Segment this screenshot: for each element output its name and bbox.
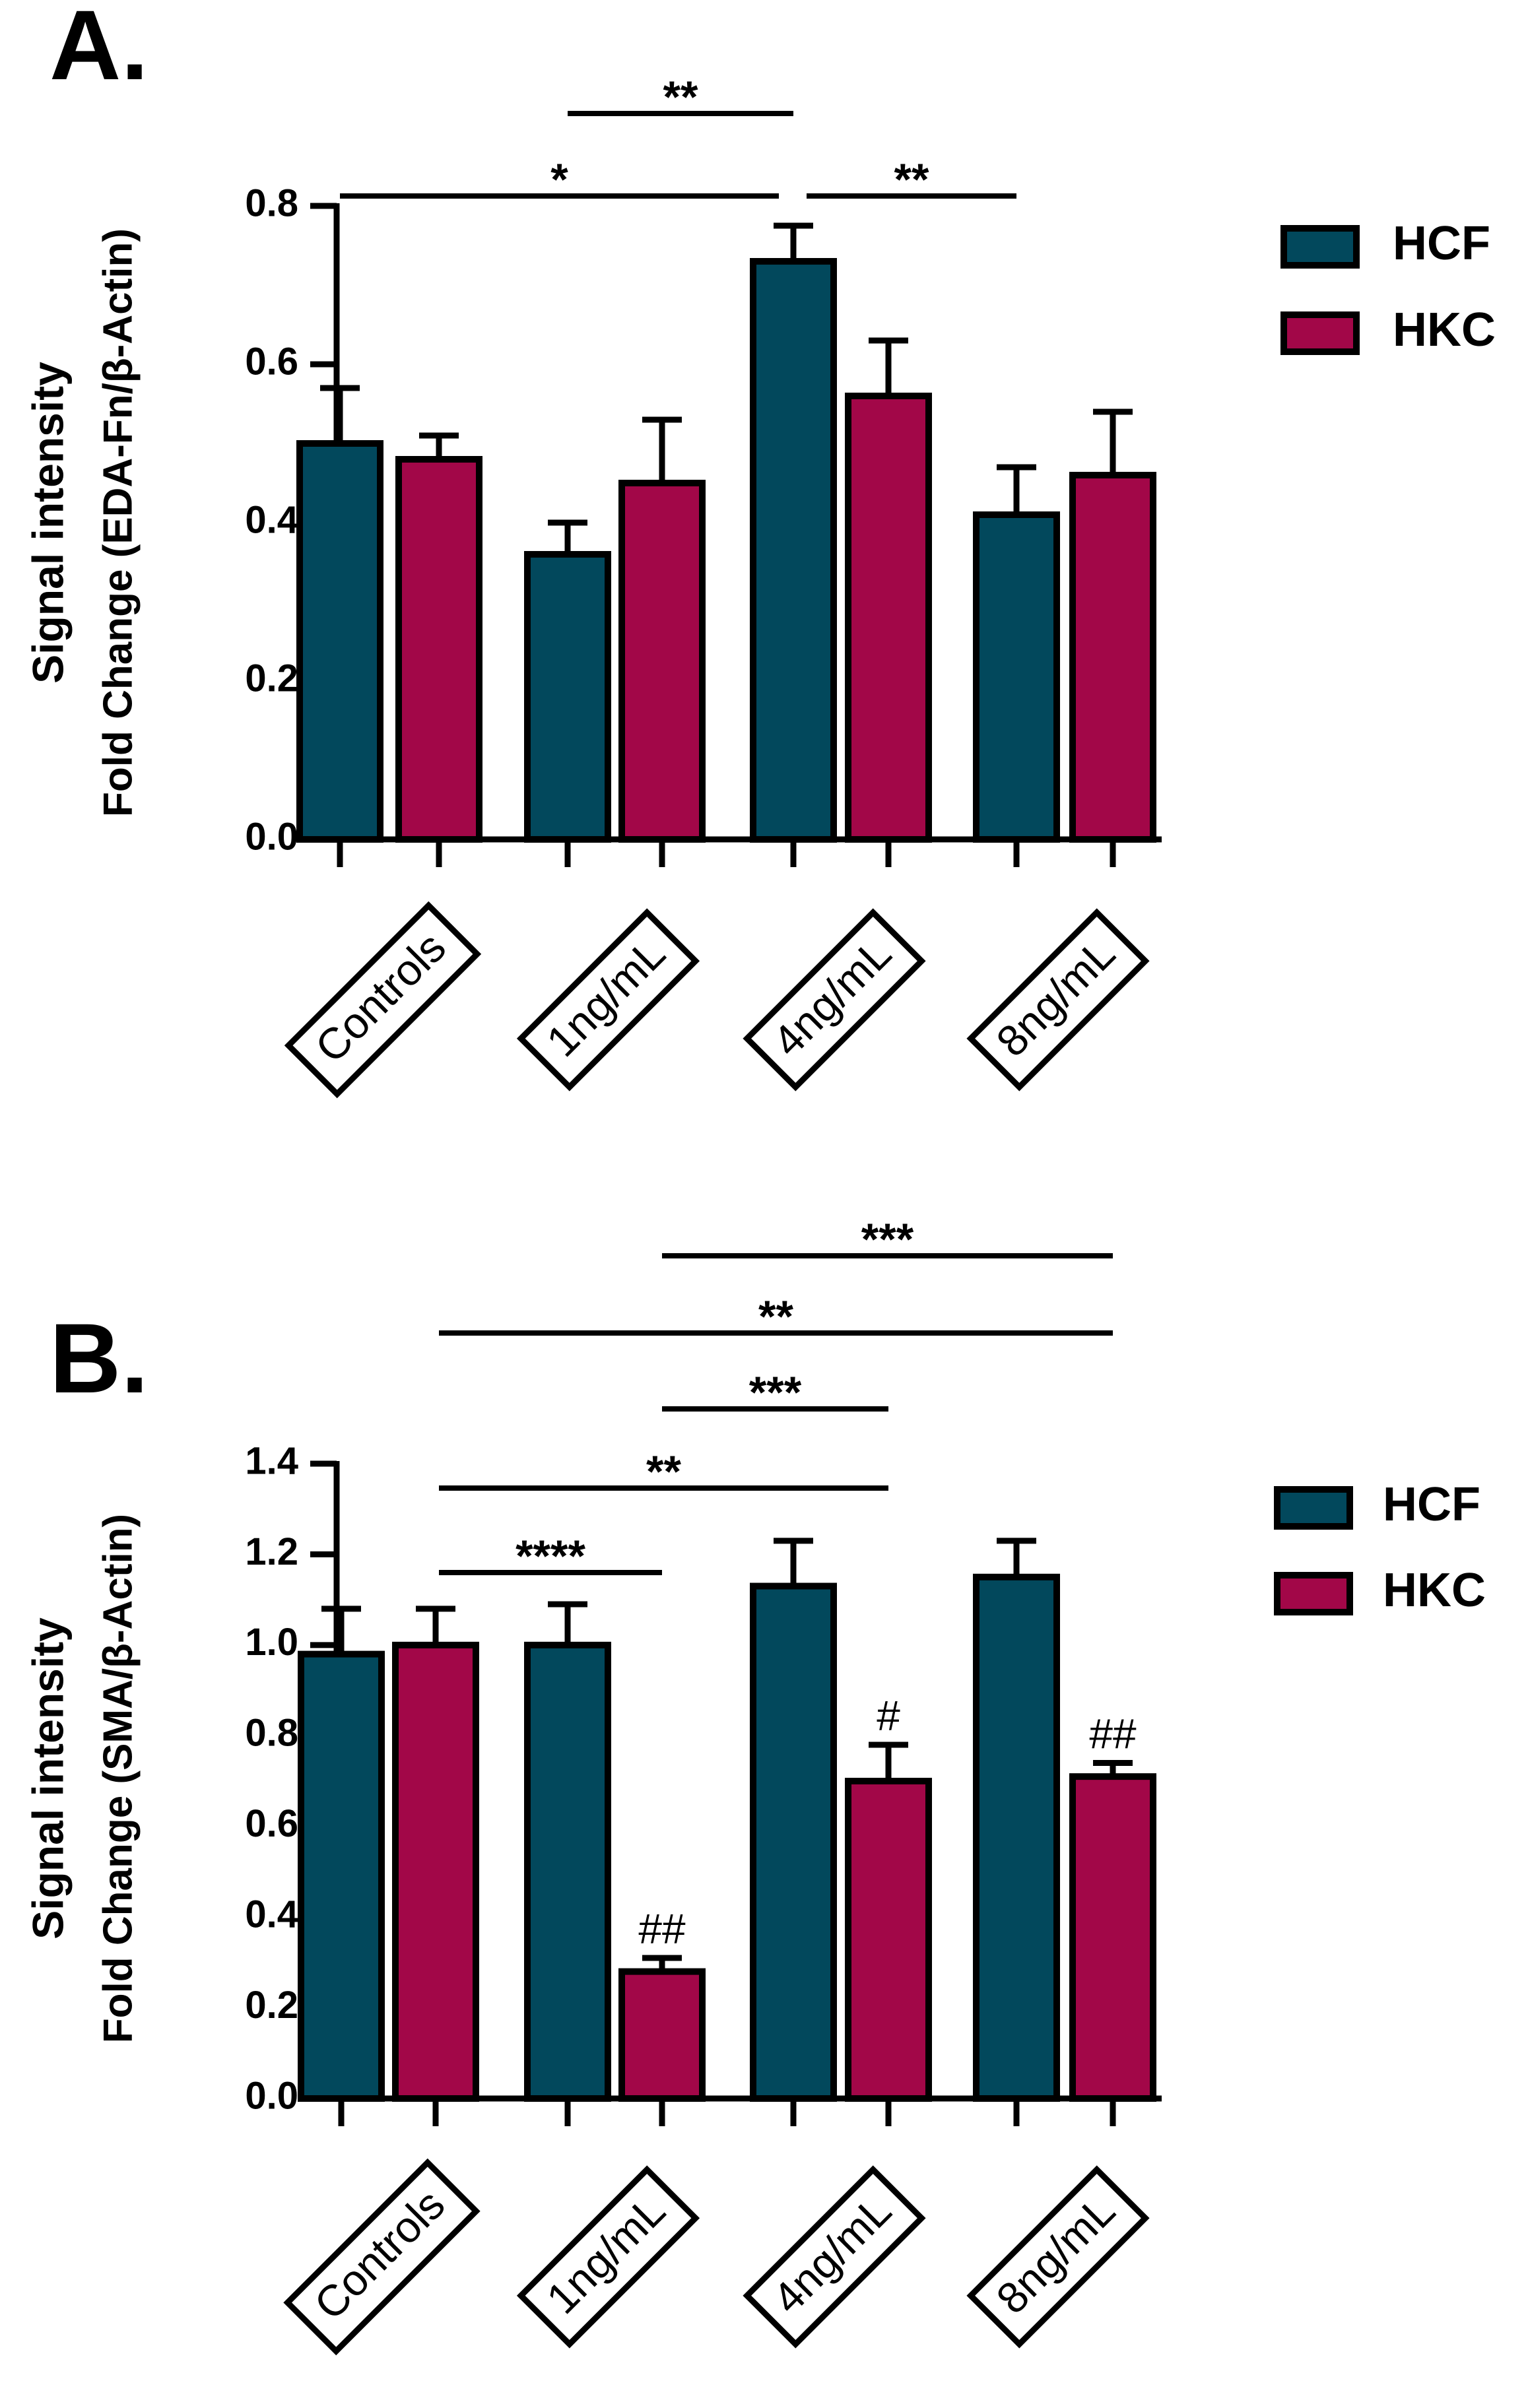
x-category-label: 4ng/mL — [763, 928, 900, 1066]
bar-hcf — [298, 1650, 385, 2102]
comparison-label: *** — [861, 1214, 914, 1264]
legend-label-hcf: HCF — [1393, 217, 1490, 270]
y-tick-label: 0.8 — [245, 1712, 298, 1755]
x-category-label: 8ng/mL — [987, 2186, 1124, 2323]
y-tick-label: 0.4 — [245, 1893, 298, 1936]
x-category-label: 1ng/mL — [537, 2186, 675, 2323]
bar-hcf — [750, 1582, 837, 2102]
bar-hcf — [524, 1641, 611, 2102]
x-category: Controls — [283, 2158, 481, 2356]
x-category-box — [966, 908, 1150, 1091]
y-axis-label-line1: Signal intensity — [23, 362, 72, 684]
x-category: 4ng/mL — [743, 2165, 926, 2349]
bar-hkc — [845, 1778, 932, 2102]
legend-swatch-hcf — [1280, 225, 1360, 269]
comparison-label: ** — [646, 1447, 681, 1497]
x-category-label: 4ng/mL — [763, 2186, 900, 2323]
legend-swatch-hcf — [1274, 1486, 1353, 1530]
y-tick-label: 0.2 — [245, 1984, 298, 2027]
comparison-label: *** — [749, 1367, 802, 1417]
y-tick-label: 1.4 — [245, 1439, 298, 1482]
y-axis-label-line1: Signal intensity — [23, 1617, 72, 1939]
x-category-box — [743, 908, 926, 1091]
x-category-box — [743, 2165, 926, 2349]
y-tick-label: 0.6 — [245, 340, 298, 383]
bar-hcf — [973, 511, 1060, 843]
comparison-label: ** — [758, 1291, 793, 1342]
y-tick-label: 1.0 — [245, 1621, 298, 1664]
bar-hcf — [296, 440, 383, 843]
y-tick-label: 0.6 — [245, 1802, 298, 1845]
chart-panel-b: B. Signal intensity Fold Change (SMA/β-Act… — [23, 1214, 1486, 2356]
comparison-label: **** — [515, 1531, 585, 1581]
bar-hkc — [618, 1968, 706, 2102]
comparison-label: ** — [894, 154, 929, 205]
bar-hkc — [845, 393, 932, 843]
y-axis-label-line2: Fold Change (SMA/β-Actin) — [95, 1514, 141, 2043]
y-tick-label: 0.0 — [245, 2074, 298, 2117]
bar-hcf — [750, 258, 837, 843]
x-category-box — [284, 901, 482, 1099]
x-category-box — [283, 2158, 481, 2356]
panel-label: B. — [50, 1303, 149, 1414]
x-category: 4ng/mL — [743, 908, 926, 1091]
chart-panel-a: A. Signal intensity Fold Change (EDA-Fn/β-… — [23, 0, 1496, 1099]
bar-hcf — [973, 1573, 1060, 2102]
legend-label-hkc: HKC — [1383, 1564, 1486, 1617]
y-tick-label: 0.0 — [245, 815, 298, 858]
bar-hkc — [392, 1641, 479, 2102]
significance-mark: ## — [638, 1905, 686, 1953]
bar-hkc — [1069, 472, 1156, 843]
comparison-label: * — [550, 154, 568, 205]
y-tick-label: 0.4 — [245, 498, 298, 541]
bar-hkc — [618, 480, 706, 843]
panel-label: A. — [50, 0, 149, 100]
bar-hkc — [1069, 1773, 1156, 2102]
x-category: Controls — [284, 901, 482, 1099]
legend-label-hkc: HKC — [1393, 304, 1496, 356]
bar-hcf — [524, 551, 611, 843]
x-category-label: 8ng/mL — [987, 928, 1124, 1066]
x-category-box — [966, 2165, 1150, 2349]
x-category-box — [516, 2165, 700, 2349]
y-tick-label: 0.8 — [245, 181, 298, 224]
legend-swatch-hkc — [1280, 311, 1360, 355]
x-category: 1ng/mL — [516, 908, 700, 1091]
comparison-label: ** — [663, 72, 698, 122]
y-axis-label-line2: Fold Change (EDA-Fn/β-Actin) — [95, 228, 141, 817]
legend-swatch-hkc — [1274, 1572, 1353, 1615]
significance-mark: # — [877, 1692, 900, 1740]
x-category: 1ng/mL — [516, 2165, 700, 2349]
y-tick-label: 1.2 — [245, 1530, 298, 1573]
legend-label-hcf: HCF — [1383, 1478, 1480, 1531]
y-tick-label: 0.2 — [245, 657, 298, 700]
x-category: 8ng/mL — [966, 908, 1150, 1091]
significance-mark: ## — [1089, 1710, 1137, 1758]
x-category-label: 1ng/mL — [537, 928, 675, 1066]
x-category: 8ng/mL — [966, 2165, 1150, 2349]
bar-hkc — [395, 456, 482, 843]
x-category-box — [516, 908, 700, 1091]
